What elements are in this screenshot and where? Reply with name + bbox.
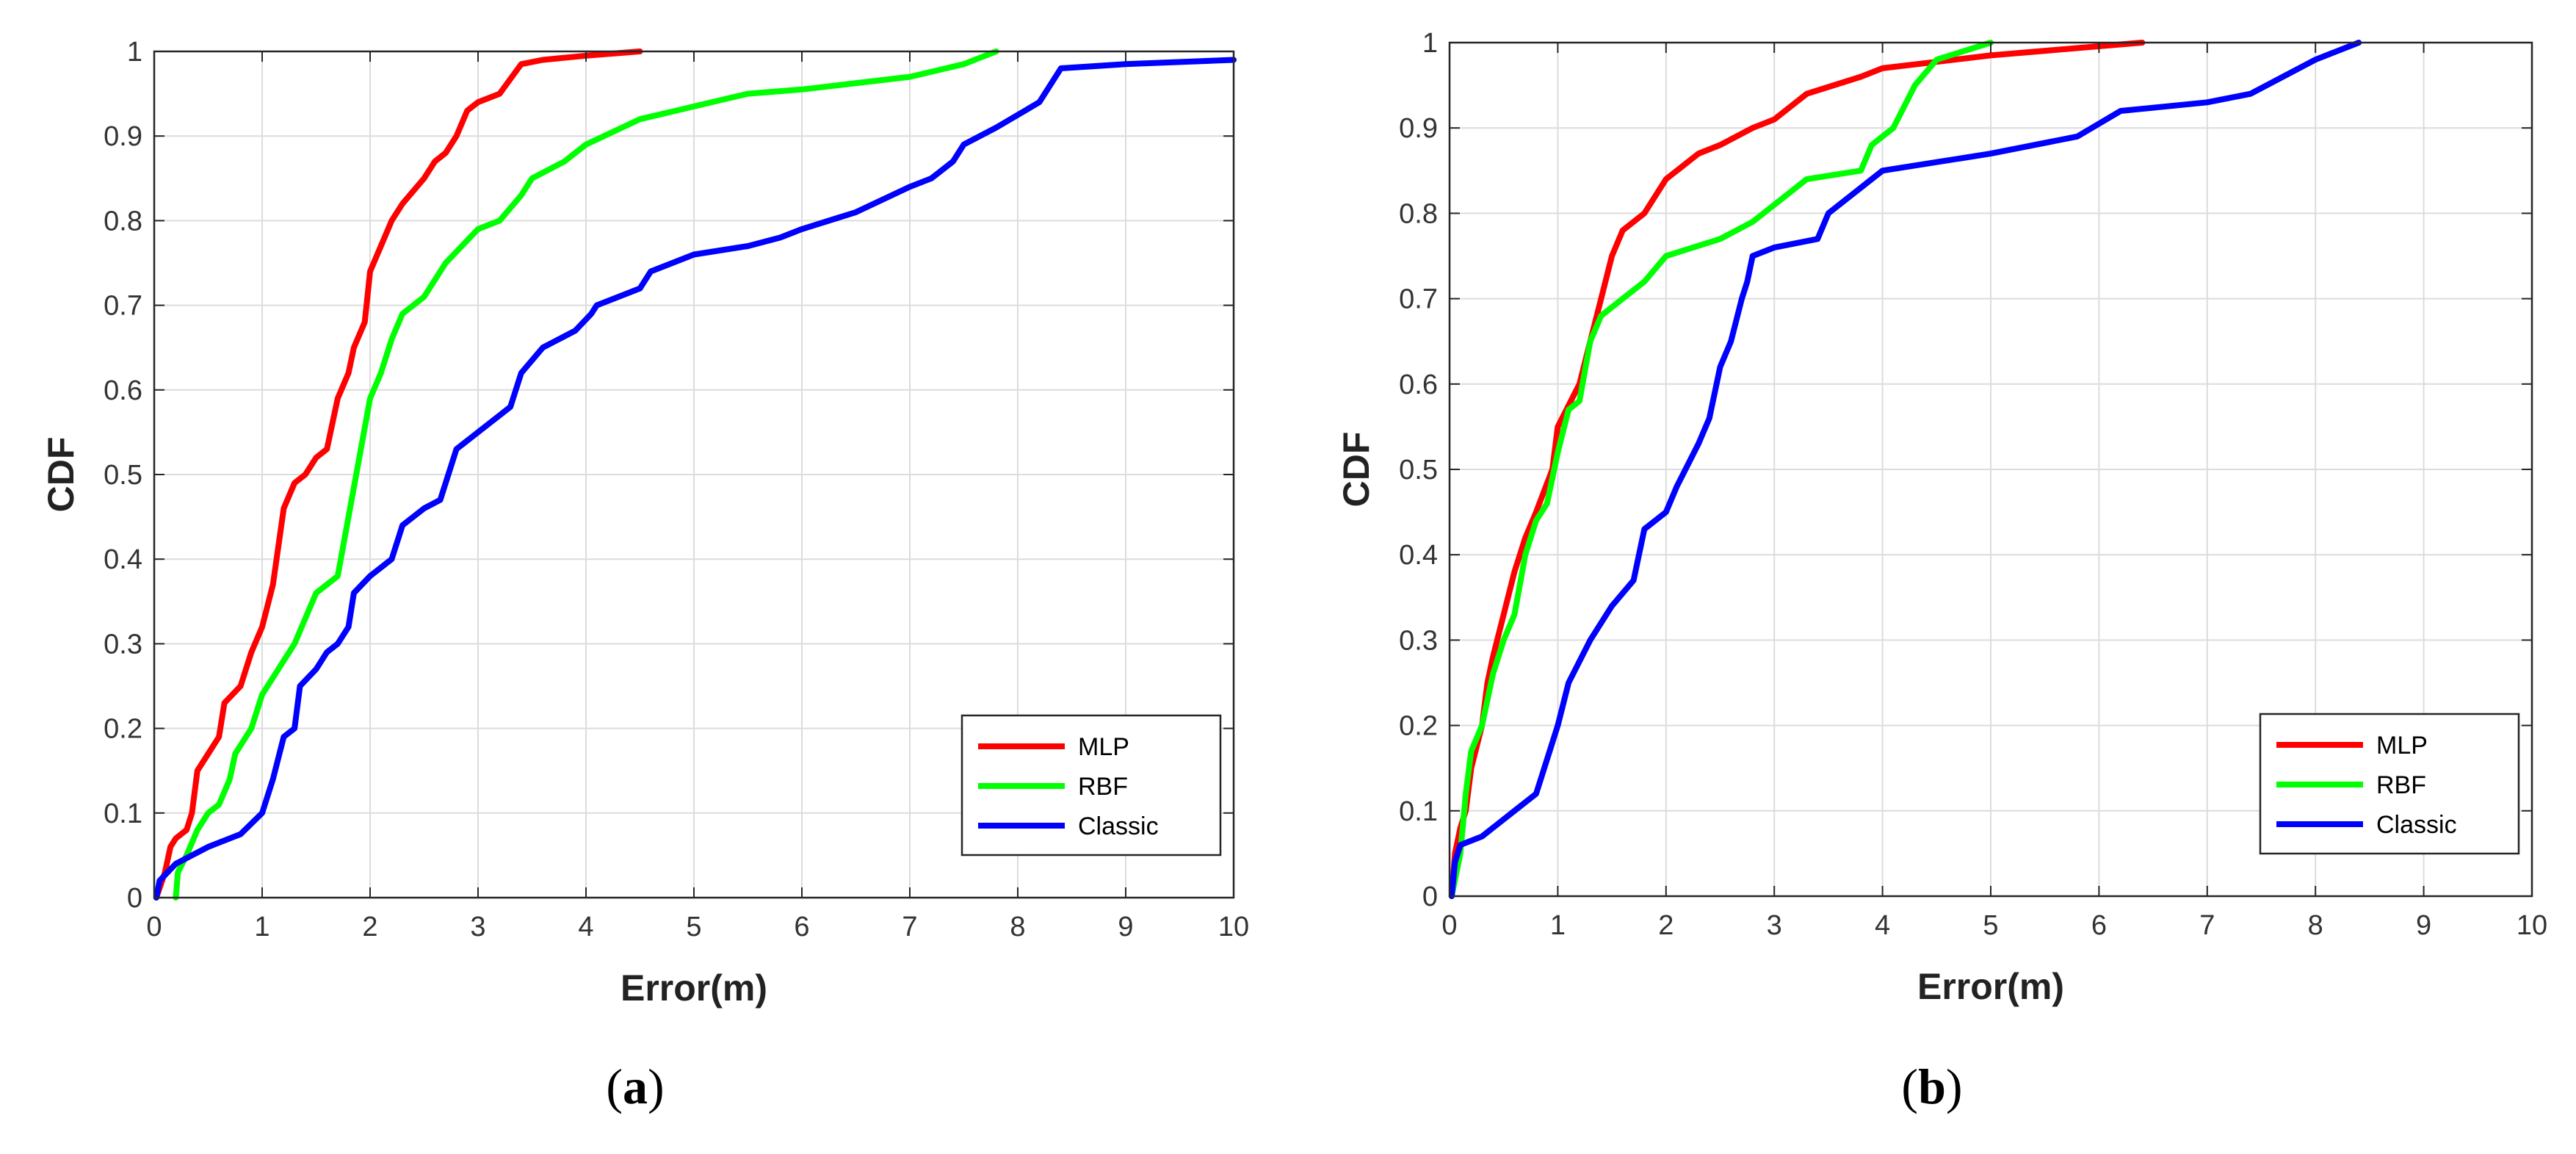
y-tick-label: 0.5 — [1399, 455, 1438, 486]
series-line-rbf — [173, 48, 999, 901]
x-tick-label: 4 — [578, 912, 593, 942]
cdf-chart-b: 0 1 2 3 4 5 6 7 8 9 10 0 0.1 0.2 0.3 0.4 0.5 0.6 0.7 0.8 0.9… — [1336, 28, 2547, 1007]
caption-a-letter: a — [623, 1059, 648, 1114]
legend-label-mlp: MLP — [2376, 732, 2428, 760]
series-line-classic — [1448, 40, 2362, 899]
x-tick-label: 2 — [1658, 910, 1674, 941]
x-axis-label: Error(m) — [1917, 966, 2064, 1007]
y-tick-label: 0.6 — [104, 375, 142, 406]
legend-label-mlp: MLP — [1078, 733, 1129, 761]
caption-a: (a) — [606, 1059, 665, 1114]
y-tick-label: 0.5 — [104, 460, 142, 491]
legend: MLP RBF Classic — [2259, 713, 2520, 855]
x-tick-label: 10 — [2517, 910, 2547, 941]
legend-label-rbf: RBF — [2376, 771, 2426, 799]
x-tick-label: 4 — [1875, 910, 1890, 941]
y-tick-label: 0.9 — [1399, 113, 1438, 144]
x-tick-label: 6 — [2091, 910, 2107, 941]
legend: MLP RBF Classic — [960, 714, 1222, 857]
x-tick-label: 9 — [2416, 910, 2431, 941]
x-tick-label: 6 — [794, 912, 809, 942]
y-tick-label: 1 — [1422, 28, 1438, 59]
caption-b-letter: b — [1918, 1059, 1946, 1114]
y-tick-label: 0 — [1422, 881, 1438, 912]
x-tick-label: 7 — [2199, 910, 2215, 941]
x-tick-label: 10 — [1218, 912, 1249, 942]
y-tick-label: 0.6 — [1399, 369, 1438, 400]
x-tick-label: 3 — [1767, 910, 1782, 941]
chart-panel-a: 0 1 2 3 4 5 6 7 8 9 10 0 0.1 0.2 0.3 0.4 0.5 0.6 0.7 0.8 0.9… — [40, 37, 1249, 1114]
x-tick-label: 5 — [686, 912, 701, 942]
x-tick-label: 1 — [254, 912, 269, 942]
x-tick-label: 8 — [2308, 910, 2323, 941]
y-tick-label: 0.2 — [1399, 711, 1438, 742]
y-tick-label: 0.4 — [1399, 540, 1438, 571]
x-tick-label: 0 — [1441, 910, 1457, 941]
y-tick-label: 0.4 — [104, 544, 142, 575]
x-tick-label: 0 — [146, 912, 162, 942]
x-tick-label: 1 — [1550, 910, 1566, 941]
x-tick-label: 5 — [1983, 910, 1998, 941]
x-tick-label: 3 — [470, 912, 485, 942]
y-tick-label: 0.8 — [104, 206, 142, 237]
y-axis-label: CDF — [1336, 432, 1377, 508]
y-tick-label: 0.7 — [1399, 284, 1438, 315]
x-tick-label: 7 — [902, 912, 917, 942]
y-tick-label: 0.1 — [104, 798, 142, 829]
series-line-mlp — [153, 48, 643, 901]
y-tick-label: 0.3 — [1399, 625, 1438, 656]
legend-label-classic: Classic — [2376, 811, 2457, 839]
x-tick-label: 2 — [362, 912, 377, 942]
y-tick-label: 0.1 — [1399, 796, 1438, 827]
y-tick-label: 1 — [127, 37, 142, 68]
x-tick-label: 9 — [1118, 912, 1133, 942]
x-tick-label: 8 — [1010, 912, 1025, 942]
chart-panel-b: 0 1 2 3 4 5 6 7 8 9 10 0 0.1 0.2 0.3 0.4 0.5 0.6 0.7 0.8 0.9… — [1288, 0, 2576, 1154]
series-line-classic — [153, 57, 1237, 901]
x-axis-label: Error(m) — [621, 967, 767, 1009]
legend-label-rbf: RBF — [1078, 773, 1128, 801]
caption-b: (b) — [1901, 1059, 1963, 1114]
series-line-rbf — [1448, 40, 1994, 899]
y-tick-label: 0.9 — [104, 121, 142, 152]
y-tick-label: 0.7 — [104, 291, 142, 322]
y-tick-label: 0.8 — [1399, 198, 1438, 229]
y-tick-label: 0.3 — [104, 629, 142, 660]
y-axis-label: CDF — [40, 437, 82, 513]
legend-label-classic: Classic — [1078, 812, 1159, 840]
y-tick-label: 0.2 — [104, 714, 142, 745]
y-tick-label: 0 — [127, 883, 142, 914]
cdf-chart-a: 0 1 2 3 4 5 6 7 8 9 10 0 0.1 0.2 0.3 0.4 0.5 0.6 0.7 0.8 0.9… — [40, 37, 1249, 1009]
